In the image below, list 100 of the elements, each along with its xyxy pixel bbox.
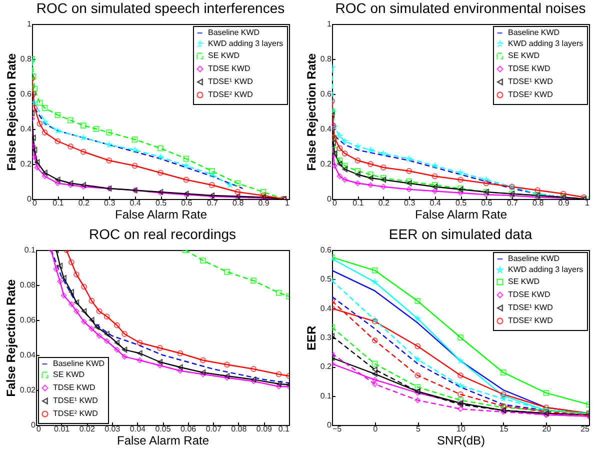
point xyxy=(276,290,282,296)
x-tick-label: 0.05 xyxy=(155,424,172,434)
legend-label: Baseline KWD xyxy=(508,254,560,263)
legend-label: TDSE¹ KWD xyxy=(508,303,554,312)
point xyxy=(68,301,74,308)
point xyxy=(54,112,61,118)
point xyxy=(122,331,128,337)
point xyxy=(458,406,464,412)
y-axis-title: EER xyxy=(304,325,318,350)
point xyxy=(332,147,338,153)
y-axis-title: False Rejection Rate xyxy=(304,52,318,171)
legend-label: TDSE² KWD xyxy=(53,409,98,418)
point xyxy=(68,259,74,266)
x-tick-label: 5 xyxy=(416,424,421,434)
point xyxy=(208,182,215,188)
point xyxy=(42,105,48,111)
point xyxy=(36,100,43,106)
y-tick-label: 0.5 xyxy=(320,274,332,284)
y-tick-label: 0.1 xyxy=(320,391,332,400)
point xyxy=(483,192,490,198)
point xyxy=(81,284,88,290)
y-tick-label: 1 xyxy=(27,20,32,28)
point xyxy=(354,158,361,164)
x-tick-label: 0.8 xyxy=(532,198,544,208)
point xyxy=(372,376,378,383)
point xyxy=(337,161,342,167)
point xyxy=(34,164,40,170)
y-axis-title: False Rejection Rate xyxy=(4,278,18,397)
point xyxy=(406,168,412,174)
point xyxy=(54,180,61,186)
y-tick-label: 0.4 xyxy=(320,304,332,313)
x-axis-title: False Alarm Rate xyxy=(114,208,208,222)
point xyxy=(336,158,343,164)
y-axis-title: False Rejection Rate xyxy=(4,52,18,171)
point xyxy=(250,278,257,284)
point xyxy=(414,384,421,390)
y-tick-label: 0.3 xyxy=(320,333,332,342)
point xyxy=(36,120,43,127)
line-series xyxy=(34,107,244,190)
y-tick-label: 0.2 xyxy=(320,160,332,168)
x-tick-label: 0.6 xyxy=(481,198,493,208)
point xyxy=(57,278,63,284)
point xyxy=(42,130,48,136)
y-tick-label: 0.8 xyxy=(320,54,332,64)
point xyxy=(372,366,378,373)
point xyxy=(414,343,421,350)
point xyxy=(158,170,164,176)
point xyxy=(458,391,464,398)
point xyxy=(132,136,138,142)
point xyxy=(406,178,412,184)
point xyxy=(60,292,67,298)
x-tick-label: 0.01 xyxy=(54,424,70,434)
y-tick-label: 0.1 xyxy=(24,246,36,254)
point xyxy=(432,173,438,180)
point xyxy=(122,346,128,353)
point xyxy=(32,86,38,92)
x-tick-label: 0.08 xyxy=(231,424,248,434)
point xyxy=(342,150,348,156)
x-tick-label: 0.6 xyxy=(181,198,193,208)
point xyxy=(74,272,80,278)
legend-label: KWD adding 3 layers xyxy=(508,39,584,48)
x-tick-label: 0.9 xyxy=(558,198,570,208)
point xyxy=(372,337,378,344)
point xyxy=(53,266,60,272)
y-tick-label: 0.6 xyxy=(320,90,332,98)
legend-label: SE KWD xyxy=(508,51,540,60)
point xyxy=(354,180,361,186)
x-tick-label: 0.1 xyxy=(278,424,290,434)
point xyxy=(136,340,143,346)
point xyxy=(81,308,87,314)
chart-title: EER on simulated data xyxy=(388,226,532,242)
point xyxy=(32,105,38,111)
point xyxy=(354,168,361,174)
y-tick-label: 0.4 xyxy=(20,124,32,134)
point xyxy=(157,345,163,351)
x-tick-label: 1 xyxy=(285,198,290,208)
point xyxy=(122,354,128,360)
point xyxy=(200,357,206,364)
point xyxy=(224,362,230,368)
legend-label: TDSE KWD xyxy=(508,64,550,73)
legend-label: TDSE¹ KWD xyxy=(508,77,554,86)
point xyxy=(104,338,110,344)
point xyxy=(208,168,215,174)
point xyxy=(137,350,142,356)
point xyxy=(42,170,48,176)
point xyxy=(342,166,348,172)
point xyxy=(368,172,374,178)
point xyxy=(114,346,120,353)
x-tick-label: 0.5 xyxy=(155,198,168,208)
legend-label: SE KWD xyxy=(53,370,85,379)
point xyxy=(94,324,100,330)
point xyxy=(88,326,95,332)
legend-label: KWD adding 3 layers xyxy=(208,39,284,48)
point xyxy=(543,390,550,396)
y-tick-label: 1 xyxy=(327,20,332,28)
point xyxy=(414,372,421,378)
point xyxy=(104,314,110,320)
legend-label: Baseline KWD xyxy=(208,28,260,37)
chart-title: ROC on simulated environmental noises xyxy=(335,0,586,16)
legend-label: TDSE KWD xyxy=(508,290,550,299)
